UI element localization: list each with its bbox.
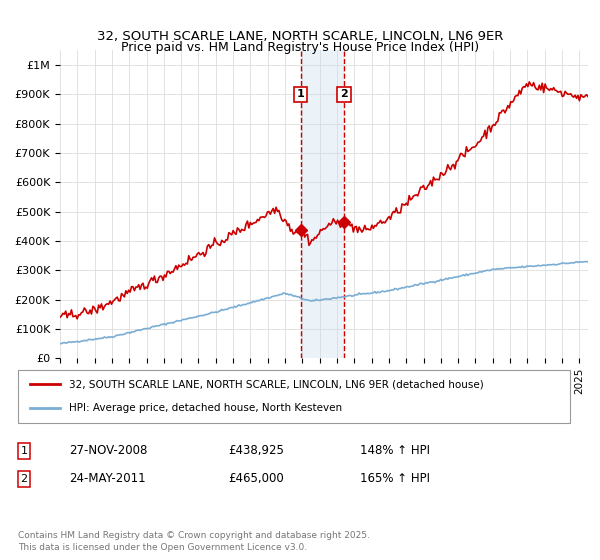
Bar	[301, 50, 344, 358]
Text: 165% ↑ HPI: 165% ↑ HPI	[360, 472, 430, 486]
Text: 24-MAY-2011: 24-MAY-2011	[69, 472, 146, 486]
Text: 1: 1	[297, 90, 305, 100]
Text: 1: 1	[20, 446, 28, 456]
Text: HPI: Average price, detached house, North Kesteven: HPI: Average price, detached house, Nort…	[69, 403, 342, 413]
Text: 148% ↑ HPI: 148% ↑ HPI	[360, 444, 430, 458]
Text: 2: 2	[340, 90, 348, 100]
Text: 32, SOUTH SCARLE LANE, NORTH SCARLE, LINCOLN, LN6 9ER: 32, SOUTH SCARLE LANE, NORTH SCARLE, LIN…	[97, 30, 503, 43]
Text: Price paid vs. HM Land Registry's House Price Index (HPI): Price paid vs. HM Land Registry's House …	[121, 41, 479, 54]
Text: 2: 2	[20, 474, 28, 484]
Text: 27-NOV-2008: 27-NOV-2008	[69, 444, 148, 458]
Text: £438,925: £438,925	[228, 444, 284, 458]
Text: £465,000: £465,000	[228, 472, 284, 486]
Text: Contains HM Land Registry data © Crown copyright and database right 2025.
This d: Contains HM Land Registry data © Crown c…	[18, 531, 370, 552]
Text: 32, SOUTH SCARLE LANE, NORTH SCARLE, LINCOLN, LN6 9ER (detached house): 32, SOUTH SCARLE LANE, NORTH SCARLE, LIN…	[69, 380, 484, 390]
